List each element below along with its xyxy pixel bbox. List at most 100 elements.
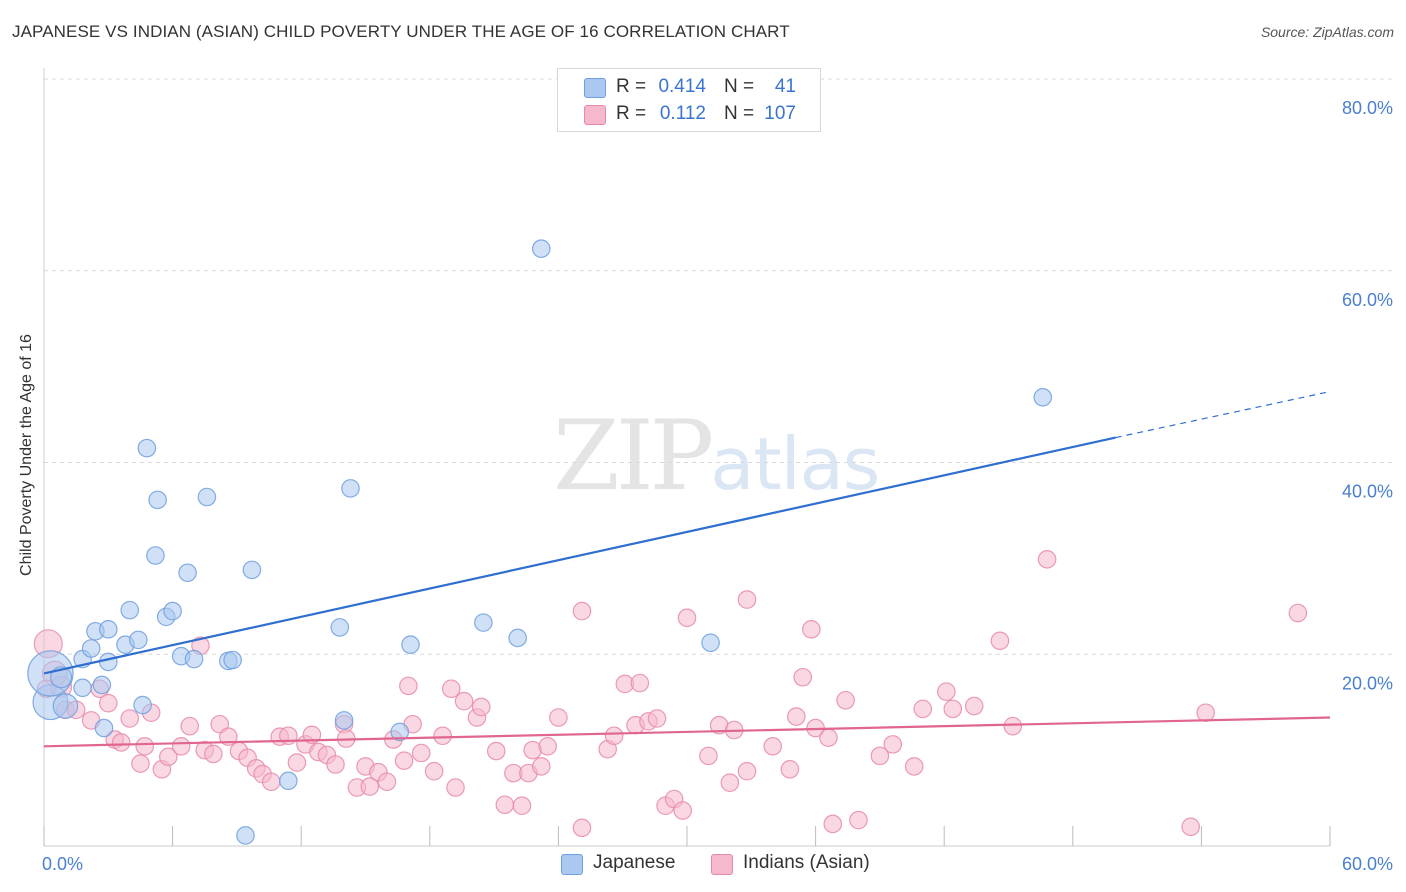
point-indian xyxy=(446,778,465,797)
point-japanese xyxy=(120,600,140,620)
point-indian xyxy=(793,667,813,687)
legend: R = 0.414 N = 41 R = 0.112 N = 107 xyxy=(557,68,821,132)
point-indian xyxy=(904,757,924,776)
bottom-legend-swatch-indians xyxy=(711,854,733,875)
bottom-legend-swatch-japanese xyxy=(561,854,583,875)
point-indian xyxy=(937,682,956,701)
point-indian xyxy=(823,814,843,834)
point-japanese xyxy=(133,695,152,715)
watermark-atlas: atlas xyxy=(710,422,880,506)
point-japanese xyxy=(73,678,92,698)
legend-row-japanese: R = 0.414 N = 41 xyxy=(558,74,820,100)
trend-line-japanese-extension xyxy=(1115,390,1331,439)
trend-line-japanese xyxy=(43,436,1116,675)
legend-swatch-japanese xyxy=(584,78,606,98)
point-indian xyxy=(870,746,890,766)
point-japanese xyxy=(178,563,197,583)
point-indian xyxy=(699,746,718,766)
point-indian xyxy=(111,733,131,752)
point-indian xyxy=(120,709,140,728)
point-indian xyxy=(943,699,963,719)
point-japanese xyxy=(701,633,720,653)
legend-n-label: N = xyxy=(724,76,755,97)
point-indian xyxy=(647,709,667,728)
legend-r-label: R = xyxy=(616,76,647,97)
point-japanese xyxy=(146,546,165,565)
point-japanese xyxy=(99,652,118,672)
point-indian xyxy=(1196,703,1215,723)
point-japanese xyxy=(50,666,73,689)
legend-n-label: N = xyxy=(724,103,755,124)
y-tick-label: 80.0% xyxy=(1342,98,1393,118)
watermark: ZIPatlas xyxy=(553,400,880,512)
x-tick-label-start: 0.0% xyxy=(42,854,83,874)
point-indian xyxy=(471,697,491,717)
source-label[interactable]: Source: ZipAtlas.com xyxy=(1260,24,1394,40)
point-indian xyxy=(441,679,461,699)
point-japanese xyxy=(242,560,262,580)
point-indian xyxy=(604,726,624,746)
y-tick-label: 40.0% xyxy=(1342,482,1393,502)
point-indian xyxy=(1181,817,1200,837)
point-indian xyxy=(964,696,984,716)
point-japanese xyxy=(341,479,360,498)
point-indian xyxy=(787,707,806,726)
legend-r-label: R = xyxy=(616,103,647,124)
point-indian xyxy=(424,761,444,781)
point-indian xyxy=(261,772,281,792)
tick-labels: 20.0% 40.0% 60.0% 80.0% 0.0% 60.0% xyxy=(42,98,1393,874)
point-japanese xyxy=(184,649,204,669)
y-tick-label: 60.0% xyxy=(1342,290,1393,310)
point-japanese xyxy=(334,711,354,730)
point-japanese xyxy=(129,630,148,650)
point-indian xyxy=(849,810,868,830)
point-indian xyxy=(763,736,783,756)
point-japanese xyxy=(531,239,551,258)
point-indian xyxy=(171,736,191,756)
point-indian xyxy=(131,754,150,773)
point-indian xyxy=(836,690,855,710)
y-tick-label: 20.0% xyxy=(1342,673,1393,693)
point-indian xyxy=(538,736,557,756)
point-indian xyxy=(433,726,452,746)
point-indian xyxy=(1288,603,1308,623)
legend-row-indians: R = 0.112 N = 107 xyxy=(558,101,820,127)
point-japanese xyxy=(137,438,157,458)
points xyxy=(27,239,1308,845)
legend-n-value: 41 xyxy=(774,76,796,97)
point-indian xyxy=(495,795,515,815)
point-indian xyxy=(630,673,650,693)
point-indian xyxy=(99,693,118,713)
point-indian xyxy=(394,751,414,770)
point-indian xyxy=(531,757,551,776)
point-indian xyxy=(677,608,697,628)
point-japanese xyxy=(92,675,112,695)
point-indian xyxy=(780,760,800,779)
bottom-legend-label-japanese: Japanese xyxy=(593,852,676,873)
point-indian xyxy=(572,818,592,838)
point-indian xyxy=(204,744,223,764)
legend-r-value: 0.112 xyxy=(659,103,706,124)
point-japanese xyxy=(508,628,527,648)
point-indian xyxy=(287,753,307,772)
point-indian xyxy=(360,777,380,796)
watermark-zip: ZIP xyxy=(553,400,714,512)
legend-swatch-indians xyxy=(584,105,606,125)
point-indian xyxy=(673,801,693,820)
point-japanese xyxy=(197,487,217,507)
point-indian xyxy=(1037,550,1057,569)
trend-line-indian xyxy=(43,716,1331,748)
point-indian xyxy=(802,620,821,639)
point-indian xyxy=(572,601,592,621)
point-japanese xyxy=(163,601,182,621)
point-japanese xyxy=(52,693,79,719)
point-japanese xyxy=(474,613,493,632)
point-indian xyxy=(1003,716,1023,736)
legend-n-value: 107 xyxy=(764,103,796,124)
point-indian xyxy=(549,708,568,727)
point-indian xyxy=(486,741,506,761)
point-japanese xyxy=(94,718,114,738)
point-indian xyxy=(737,590,757,609)
point-japanese xyxy=(390,722,410,742)
